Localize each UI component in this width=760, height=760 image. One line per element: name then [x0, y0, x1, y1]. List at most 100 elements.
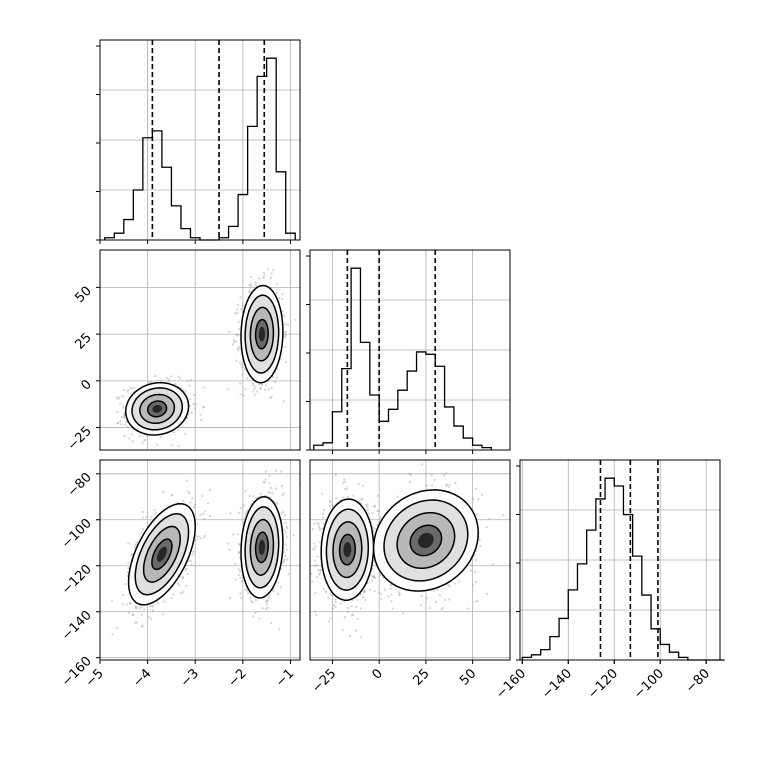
sample-point	[373, 577, 376, 580]
sample-point	[322, 522, 326, 526]
sample-point	[313, 564, 316, 567]
sample-point	[203, 536, 206, 539]
sample-point	[186, 379, 189, 383]
sample-point	[329, 500, 332, 504]
sample-point	[245, 509, 249, 512]
sample-point	[409, 473, 412, 476]
sample-point	[150, 515, 153, 519]
y-tick-label: −80	[65, 470, 95, 500]
sample-point	[132, 613, 135, 616]
sample-point	[127, 561, 130, 564]
sample-point	[252, 384, 255, 387]
density-fill	[258, 539, 265, 555]
sample-point	[396, 495, 399, 498]
sample-point	[315, 564, 319, 567]
sample-point	[236, 303, 240, 306]
sample-point	[234, 578, 237, 581]
sample-point	[373, 576, 376, 579]
sample-point	[201, 494, 204, 498]
sample-point	[474, 600, 477, 603]
sample-point	[199, 418, 203, 422]
sample-point	[379, 573, 382, 577]
sample-point	[254, 281, 257, 284]
sample-point	[314, 591, 317, 595]
sample-point	[152, 605, 155, 608]
sample-point	[250, 600, 253, 603]
sample-point	[372, 560, 376, 563]
sample-point	[186, 572, 189, 576]
sample-point	[303, 576, 305, 578]
sample-point	[197, 535, 200, 538]
sample-point	[252, 495, 255, 498]
sample-point	[165, 376, 168, 379]
contour-line	[240, 284, 284, 384]
sample-point	[141, 528, 145, 531]
sample-point	[116, 410, 119, 413]
sample-point	[448, 483, 451, 486]
sample-point	[151, 609, 155, 612]
sample-point	[445, 483, 449, 486]
panel-frame	[309, 459, 511, 661]
sample-point	[474, 571, 477, 574]
sample-point	[254, 385, 257, 388]
sample-point	[193, 503, 197, 506]
sample-point	[373, 504, 376, 508]
sample-point	[281, 310, 284, 313]
sample-point	[244, 511, 248, 515]
sample-point	[252, 615, 255, 618]
sample-point	[249, 595, 252, 599]
y-tick-label: −25	[65, 424, 95, 454]
contour-line	[249, 306, 275, 362]
sample-point	[308, 521, 310, 523]
sample-point	[170, 494, 173, 497]
sample-point	[287, 573, 290, 576]
sample-point	[201, 512, 205, 516]
sample-point	[321, 527, 324, 530]
sample-point	[277, 581, 280, 584]
sample-point	[317, 523, 320, 526]
sample-point	[190, 563, 193, 566]
sample-point	[487, 517, 491, 521]
sample-point	[419, 604, 422, 607]
y-tick-label: −100	[59, 516, 95, 552]
sample-point	[229, 512, 232, 515]
sample-point	[322, 508, 326, 512]
sample-point	[317, 568, 320, 571]
sample-point	[322, 587, 325, 590]
histogram-step	[521, 477, 725, 661]
sample-point	[265, 600, 268, 603]
contour-line	[139, 393, 176, 425]
sample-point	[294, 318, 297, 321]
sample-point	[445, 484, 448, 487]
contour-line	[124, 381, 190, 436]
sample-point	[478, 538, 481, 542]
sample-point	[311, 547, 314, 550]
sample-point	[270, 386, 273, 389]
sample-point	[238, 570, 241, 573]
sample-point	[282, 560, 286, 563]
sample-point	[120, 423, 123, 426]
sample-point	[281, 293, 284, 296]
sample-point	[359, 636, 362, 639]
sample-point	[389, 587, 392, 590]
sample-point	[238, 511, 241, 514]
sample-point	[189, 501, 192, 504]
sample-point	[286, 558, 289, 561]
sample-point	[390, 600, 393, 603]
sample-point	[116, 422, 119, 425]
sample-point	[253, 387, 256, 390]
panel-content	[100, 250, 300, 450]
sample-point	[195, 534, 198, 538]
sample-point	[368, 512, 371, 515]
sample-point	[281, 561, 285, 564]
sample-point	[359, 607, 363, 610]
sample-point	[369, 574, 372, 577]
sample-point	[239, 596, 243, 599]
sample-point	[238, 382, 242, 385]
sample-point	[327, 596, 330, 599]
sample-point	[360, 498, 363, 501]
sample-point	[172, 593, 175, 596]
sample-point	[275, 487, 278, 490]
sample-point	[284, 330, 287, 333]
